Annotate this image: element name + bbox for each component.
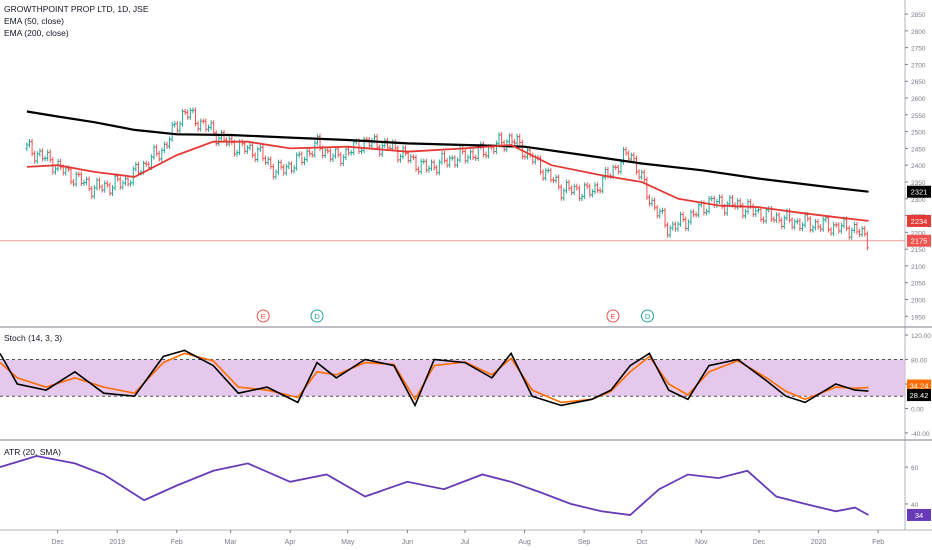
price-tick-label: 2600 [911,96,926,103]
legend-ema50: EMA (50, close) [4,16,64,26]
stoch-label-0-bg [907,379,931,392]
ema200-line [26,110,869,193]
time-tick-label: Jun [402,539,413,546]
event-marker-2 [606,309,620,323]
event-marker-3 [641,309,655,323]
atr-label-0-bg [907,508,931,521]
atr-tick-label: 40 [911,502,919,509]
time-tick-label: 2019 [109,539,125,546]
time-tick-label: Nov [695,539,708,546]
price-tick-label: 2350 [911,180,926,187]
stoch-band [0,359,905,397]
price-label-0: 2321 [911,188,928,197]
stoch-tick-label: -40.00 [911,431,930,438]
atr-title: ATR (20, SMA) [4,447,61,457]
time-tick-label: Sep [578,539,591,546]
atr-panel[interactable]: 40 60 34 ATR (20, SMA) [0,447,931,521]
price-tick-label: 2300 [911,197,926,204]
price-tick-label: 2550 [911,113,926,120]
price-tick-label: 2450 [911,146,926,153]
price-label-0-bg [907,185,931,198]
price-label-1: 2234 [911,217,928,226]
atr-label-0: 34 [915,511,923,520]
price-label-1-bg [907,214,931,227]
price-label-2: 2175 [911,237,928,246]
price-tick-label: 2700 [911,62,926,69]
chart-title: GROWTHPOINT PROP LTD, 1D, JSE [4,4,149,14]
price-tick-label: 2000 [911,297,926,304]
event-marker-letter-2: E [610,312,615,321]
event-marker-letter-3: D [645,312,651,321]
time-tick-label: Dec [51,539,64,546]
atr-line [0,455,869,516]
event-marker-1 [310,309,324,323]
event-marker-letter-1: D [314,312,320,321]
event-marker-0 [256,309,270,323]
price-tick-label: 2850 [911,12,926,19]
price-tick-label: 2050 [911,281,926,288]
time-tick-label: Oct [636,539,647,546]
price-tick-label: 2800 [911,29,926,36]
time-tick-label: Feb [171,539,183,546]
legend-ema200: EMA (200, close) [4,28,69,38]
price-tick-label: 2750 [911,46,926,53]
price-axis: 1950200020502100215022002250230023502400… [905,12,931,321]
price-tick-label: 2500 [911,130,926,137]
time-tick-label: May [341,539,355,546]
stoch-tick-label: 0.00 [911,406,924,413]
time-tick-label: Jul [461,539,470,546]
time-tick-label: 2020 [811,539,827,546]
ema50-line [26,140,869,222]
price-series [0,107,905,251]
stoch-series [0,349,869,408]
stoch-label-1-bg [907,389,931,402]
price-tick-label: 2650 [911,79,926,86]
time-tick-label: Feb [872,539,884,546]
stoch-band-fill [0,359,905,397]
price-tick-label: 2100 [911,264,926,271]
price-tick-label: 2200 [911,230,926,237]
atr-axis: 40 60 34 [905,465,931,521]
stoch-tick-label: 120.00 [911,333,931,340]
atr-tick-label: 60 [911,465,919,472]
time-axis[interactable]: Dec 2019 Feb Mar Apr May Jun Jul Aug Sep Oct Nov Dec… [51,530,884,546]
atr-series [0,455,869,516]
panel-frames [0,0,932,531]
price-tick-label: 2400 [911,163,926,170]
price-tick-label: 1950 [911,314,926,321]
stoch-title: Stoch (14, 3, 3) [4,333,62,343]
time-tick-label: Dec [753,539,766,546]
stoch-label-0: 34.24 [910,382,929,391]
time-tick-label: Apr [285,539,297,546]
price-tick-label: 2150 [911,247,926,254]
time-tick-label: Aug [518,539,531,546]
event-marker-letter-0: E [261,312,266,321]
stoch-tick-label: 80.00 [911,358,928,365]
stoch-label-1: 28.42 [910,391,929,400]
price-label-2-bg [907,234,931,247]
stoch-k-line [0,349,869,408]
time-tick-label: Mar [225,539,238,546]
